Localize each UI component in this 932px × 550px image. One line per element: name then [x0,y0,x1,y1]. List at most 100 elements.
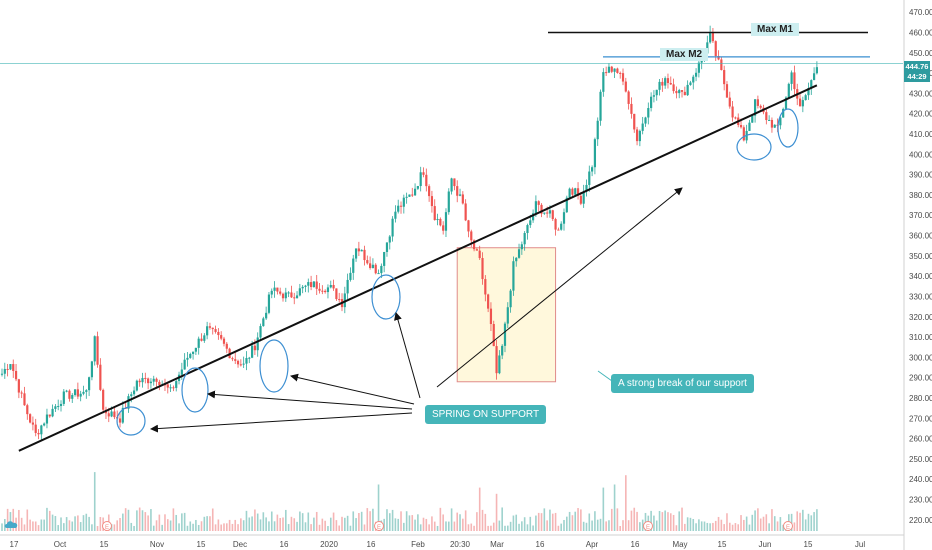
max-m1-label: Max M1 [751,23,800,36]
volume-bar-286 [804,519,807,531]
candle-body-137 [385,242,389,253]
volume-bar-54 [152,525,155,531]
candle-body-35 [99,364,102,390]
volume-bar-112 [315,511,318,531]
volume-bar-226 [636,511,638,531]
candle-body-115 [324,290,327,293]
volume-bar-15 [43,519,45,531]
x-tick-label-3: Nov [150,540,164,549]
candle-body-4 [12,364,15,371]
volume-bar-248 [698,519,700,531]
volume-bar-186 [523,517,526,531]
candle-body-270 [759,105,762,108]
candle-body-259 [728,97,731,107]
candle-body-229 [644,117,647,124]
volume-bar-92 [259,519,262,531]
volume-bar-174 [490,525,492,531]
volume-bar-110 [310,524,312,531]
candle-body-261 [734,117,737,119]
volume-bar-57 [161,524,163,531]
volume-bar-218 [613,484,616,531]
candle-body-215 [605,72,608,74]
volume-bar-136 [383,518,385,531]
volume-bar-284 [799,512,801,531]
candle-body-51 [144,377,147,379]
volume-bar-100 [282,517,284,531]
volume-bar-18 [51,514,54,531]
candle-body-99 [279,291,282,294]
volume-bar-163 [459,514,461,531]
volume-bar-35 [99,516,102,531]
tradingview-cloud-logo-icon[interactable] [4,519,20,529]
candle-body-17 [48,414,51,417]
candle-body-65 [183,359,186,370]
candle-body-12 [34,424,37,433]
volume-bar-144 [405,511,408,531]
candle-body-18 [51,408,54,417]
annotation-arrow-1 [207,390,413,410]
y-tick-label-0: 220.00 [909,516,932,525]
x-tick-label-12: 16 [536,540,545,549]
candle-body-185 [520,244,523,250]
volume-bar-9 [26,509,29,531]
volume-bar-225 [633,507,636,531]
volume-bar-90 [254,509,256,531]
candle-body-195 [548,210,552,214]
candle-body-72 [203,335,206,341]
candle-body-9 [26,405,29,415]
y-tick-label-23: 450.00 [909,49,932,58]
candle-body-101 [284,292,287,299]
candle-body-97 [273,287,276,291]
candle-body-169 [475,249,478,251]
candle-body-124 [349,272,352,280]
volume-bar-237 [667,512,669,531]
candle-body-143 [402,197,405,207]
candle-body-234 [658,81,661,90]
volume-bar-273 [768,523,770,531]
volume-bar-275 [773,516,776,531]
volume-bar-269 [757,508,759,531]
candle-body-202 [568,188,571,198]
candle-body-104 [293,297,296,299]
candle-body-25 [71,395,74,399]
volume-bar-117 [329,517,332,531]
volume-bar-72 [203,516,206,531]
candle-body-84 [236,360,240,365]
volume-bar-123 [346,515,349,531]
candle-body-171 [481,258,484,280]
volume-bar-40 [113,524,116,531]
candle-body-221 [621,73,625,82]
candle-body-21 [59,403,63,407]
volume-bar-109 [307,512,310,531]
volume-bar-85 [240,518,242,531]
y-tick-label-4: 260.00 [909,435,932,444]
candle-body-193 [543,212,546,214]
volume-bar-34 [96,526,99,531]
candle-body-272 [765,112,768,121]
candle-body-85 [239,364,242,366]
support-break-box [456,247,557,383]
volume-bar-124 [349,525,352,531]
candle-body-116 [326,287,330,293]
volume-bar-222 [625,475,627,531]
candle-body-2 [6,368,9,370]
candle-body-88 [248,357,251,359]
candle-body-98 [276,287,279,292]
volume-bar-105 [296,521,298,531]
candle-body-33 [93,336,96,362]
candle-body-268 [753,99,757,116]
volume-bar-17 [48,510,51,531]
candle-body-201 [565,197,568,213]
volume-bar-101 [285,509,287,531]
candle-body-128 [360,249,363,252]
volume-bar-50 [141,510,144,531]
candle-body-56 [158,381,161,386]
volume-bar-263 [740,515,742,531]
candle-body-19 [54,406,57,409]
candle-body-27 [76,389,79,397]
volume-bar-197 [554,512,557,531]
candle-body-282 [793,72,796,90]
volume-bar-138 [388,513,391,531]
candle-body-38 [107,413,110,417]
